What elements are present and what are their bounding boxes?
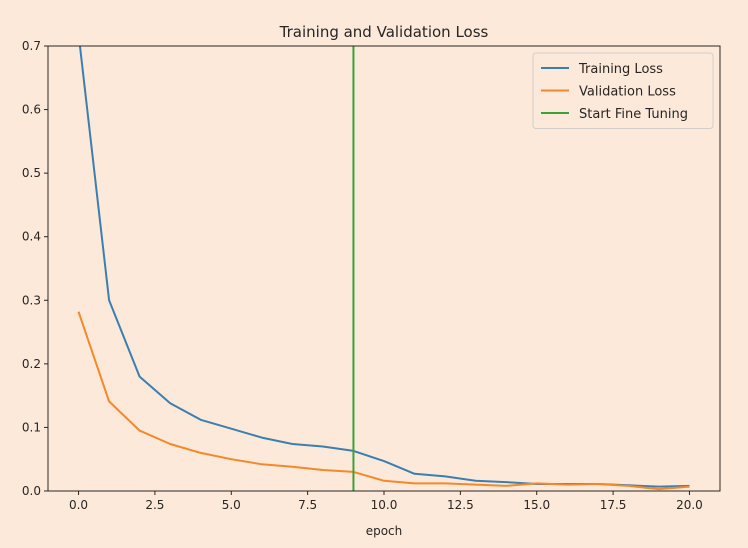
y-tick-label: 0.6 <box>22 103 41 117</box>
x-tick-label: 10.0 <box>371 498 398 512</box>
series-line-validation-loss <box>77 311 690 491</box>
axes-frame <box>47 45 721 492</box>
y-tick-label: 0.2 <box>22 357 41 371</box>
x-tick-label: 17.5 <box>600 498 627 512</box>
x-axis-label: epoch <box>366 524 403 538</box>
y-tick-label: 0.3 <box>22 293 41 307</box>
y-tick-label: 0.4 <box>22 230 41 244</box>
x-tick-label: 5.0 <box>222 498 241 512</box>
legend-label: Start Fine Tuning <box>579 107 688 122</box>
x-tick-label: 2.5 <box>145 498 164 512</box>
plot-area: 0.0 0.1 0.2 0.3 0.4 0.5 0.6 0.7 0.0 2.5 5.0 7.5 10.0… <box>22 39 721 512</box>
x-tick-label: 7.5 <box>298 498 317 512</box>
x-tick-label: 20.0 <box>676 498 703 512</box>
y-tick-label: 0.0 <box>22 484 41 498</box>
chart-title: Training and Validation Loss <box>279 23 489 41</box>
y-tick-label: 0.7 <box>22 39 41 53</box>
legend-label: Validation Loss <box>579 85 676 100</box>
x-tick-label: 15.0 <box>523 498 550 512</box>
x-tick-label: 0.0 <box>69 498 88 512</box>
legend-box <box>532 52 714 129</box>
x-tick-label: 12.5 <box>447 498 474 512</box>
y-tick-label: 0.5 <box>22 166 41 180</box>
legend-label: Training Loss <box>578 62 663 77</box>
legend: Training Loss Validation Loss Start Fine T… <box>532 52 714 129</box>
y-tick-label: 0.1 <box>22 420 41 434</box>
